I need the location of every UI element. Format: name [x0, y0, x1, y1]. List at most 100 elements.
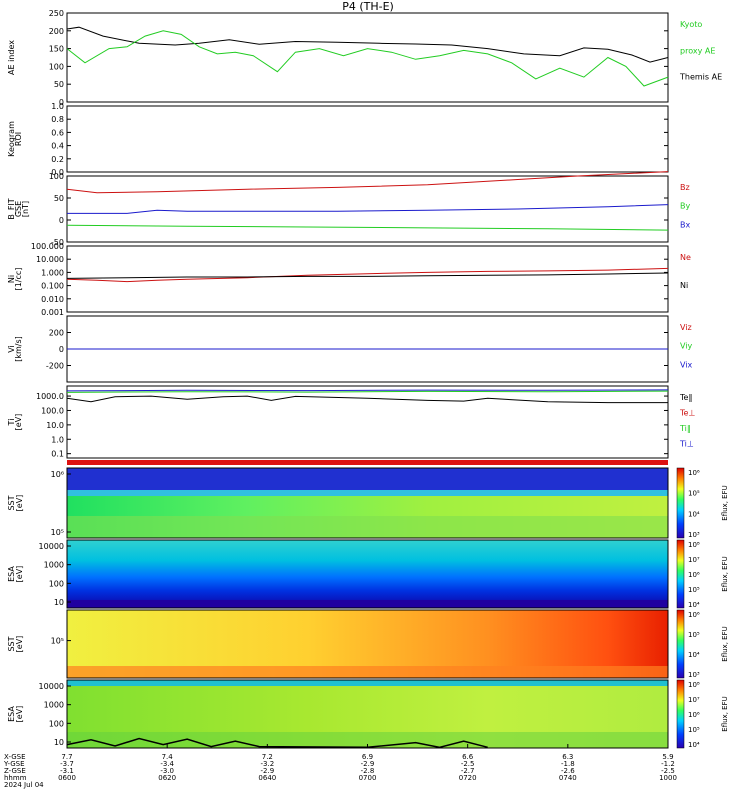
- panel-frame-sst_elec: [66, 609, 669, 679]
- y-tick-label: -50: [51, 238, 64, 247]
- separator-bar: [67, 460, 668, 465]
- legend-label: Ni: [680, 281, 688, 290]
- spectrogram-band-top: [67, 680, 668, 686]
- y-axis-title: GSE: [14, 201, 23, 217]
- colorbar-tick-label: 10³: [688, 671, 700, 679]
- spectrogram-esa_ion: [67, 540, 668, 608]
- spectrogram-band-top: [67, 468, 668, 490]
- y-tick-label: 0: [59, 345, 64, 354]
- y-axis-title: Ni: [7, 275, 16, 283]
- y-tick-label: 0.1: [51, 450, 64, 459]
- series-line-ae-1: [66, 30, 669, 87]
- x-axis-value: 1000: [659, 774, 677, 782]
- colorbar-title: Eflux, EFU: [721, 556, 729, 591]
- y-tick-label: 50: [54, 194, 64, 203]
- y-tick-label: 200: [49, 27, 64, 36]
- y-tick-label: 1.0: [51, 102, 64, 111]
- y-tick-label: 100: [49, 719, 64, 728]
- colorbar-tick-label: 10⁸: [688, 541, 700, 549]
- y-tick-label: 10: [54, 738, 64, 747]
- y-tick-label: 50: [54, 80, 64, 89]
- y-tick-label: 100: [49, 172, 64, 181]
- y-tick-label: 0.6: [51, 128, 64, 137]
- series-line-bfield-1: [67, 204, 669, 214]
- y-axis-title: [eV]: [15, 636, 24, 653]
- colorbar-tick-label: 10⁴: [688, 601, 700, 609]
- y-tick-label: 250: [49, 9, 64, 18]
- colorbar-title: Eflux, EFU: [721, 696, 729, 731]
- colorbar-esa_ion: [676, 539, 685, 609]
- x-axis-row-label: hhmm: [4, 774, 27, 782]
- panel-frame-temperature: [66, 385, 669, 459]
- y-axis-title: Vi: [7, 345, 16, 353]
- y-tick-label: 1.000: [41, 268, 64, 277]
- y-axis-title: ESA: [7, 566, 16, 582]
- x-axis-value: 7.7: [61, 753, 72, 761]
- y-axis-title: SST: [7, 495, 16, 510]
- plot-title: P4 (TH-E): [342, 0, 394, 13]
- y-axis-title: B_FIT: [7, 198, 16, 219]
- panel-frame-sst_ion: [66, 467, 669, 539]
- x-axis-value: -3.2: [260, 760, 274, 768]
- colorbar-sst_elec: [676, 609, 685, 679]
- legend-label: Te⊥: [679, 409, 695, 418]
- y-axis-title: SST: [7, 636, 16, 651]
- y-tick-label: 0.100: [41, 282, 64, 291]
- panel-frame-esa_ion: [66, 539, 669, 609]
- colorbar-tick-label: 10⁶: [688, 711, 700, 719]
- legend-label: proxy AE: [680, 46, 715, 55]
- panel-frame-density: [66, 245, 669, 313]
- y-tick-label: 1.0: [51, 435, 64, 444]
- y-tick-label: 0.010: [41, 295, 64, 304]
- y-tick-label: -200: [46, 362, 64, 371]
- y-axis-title: [nT]: [21, 201, 30, 217]
- y-tick-label: 0: [59, 216, 64, 225]
- legend-label: Bz: [680, 183, 690, 192]
- x-axis-value: -2.5: [461, 760, 475, 768]
- series-line-ae-0: [66, 26, 669, 63]
- y-tick-label: 10.000: [36, 255, 64, 264]
- series-line-temperature-2: [66, 395, 668, 404]
- x-axis-value: 5.9: [662, 753, 673, 761]
- colorbar-tick-label: 10⁵: [688, 490, 700, 498]
- y-tick-label: 100: [49, 62, 64, 71]
- x-axis-row-label: 2024 Jul 04: [4, 781, 44, 789]
- x-axis-row-label: Z-GSE: [4, 767, 26, 775]
- y-tick-label: 10⁶: [51, 470, 64, 479]
- spectrogram-band-low: [67, 732, 668, 748]
- x-axis-value: 6.9: [362, 753, 373, 761]
- x-axis-value: -2.8: [361, 767, 375, 775]
- x-axis-value: -2.5: [661, 767, 675, 775]
- spacecraft-potential-line: [66, 737, 488, 749]
- colorbar-title: Eflux, EFU: [721, 626, 729, 661]
- y-tick-label: 100.0: [41, 406, 64, 415]
- series-line-bfield-2: [66, 224, 669, 231]
- y-tick-label: 100.000: [31, 242, 64, 251]
- y-tick-label: 0.001: [41, 308, 64, 317]
- x-axis-value: 7.4: [162, 753, 174, 761]
- y-axis-title: ROI: [14, 132, 23, 146]
- legend-label: Te‖: [679, 393, 692, 402]
- y-axis-title: [km/s]: [14, 336, 23, 362]
- x-axis-value: -3.1: [60, 767, 74, 775]
- series-line-bfield-0: [66, 171, 669, 194]
- x-axis-value: 6.3: [562, 753, 573, 761]
- series-line-temperature-1: [66, 390, 669, 393]
- y-tick-label: 10.0: [46, 421, 64, 430]
- panel-frame-bfield: [66, 175, 669, 243]
- y-tick-label: 200: [49, 329, 64, 338]
- colorbar-sst_ion: [676, 467, 685, 539]
- x-axis-value: 0640: [258, 774, 276, 782]
- spectrogram-band-mid: [67, 490, 668, 496]
- x-axis-value: -3.7: [60, 760, 74, 768]
- y-tick-label: 100: [49, 579, 64, 588]
- x-axis-value: -2.9: [260, 767, 274, 775]
- x-axis-value: 0740: [559, 774, 577, 782]
- series-line-density-0: [66, 267, 669, 283]
- y-axis-title: [1/cc]: [14, 268, 23, 291]
- colorbar-tick-label: 10⁶: [688, 571, 700, 579]
- panel-frame-roi: [66, 105, 669, 173]
- x-axis-value: 0600: [58, 774, 76, 782]
- x-axis-value: -1.2: [661, 760, 675, 768]
